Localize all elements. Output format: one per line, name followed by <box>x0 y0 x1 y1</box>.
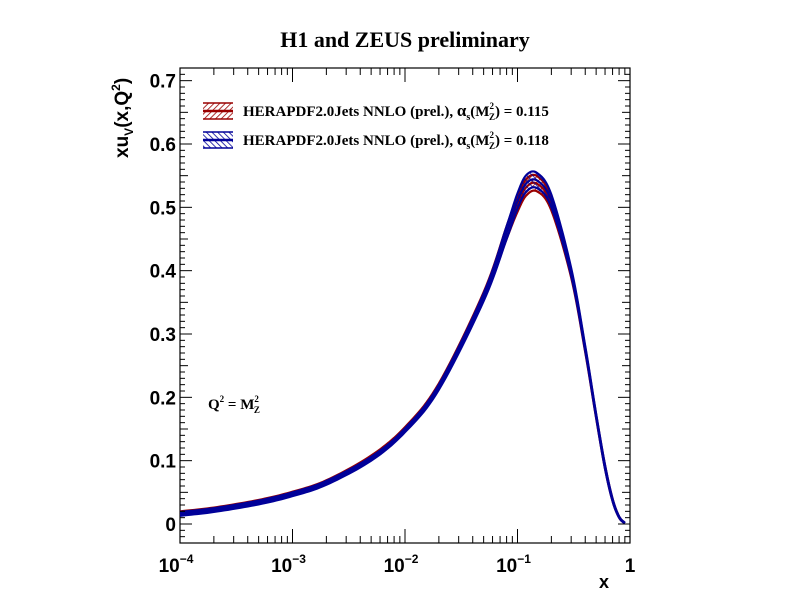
scale-annotation-q: Q <box>208 397 220 413</box>
legend: HERAPDF2.0Jets NNLO (prel.), αs(M2 Z) = 0… <box>203 101 549 152</box>
x-tick-label: 1 <box>625 556 636 577</box>
y-axis-label-end: ) <box>112 78 133 84</box>
chart-title: H1 and ZEUS preliminary <box>280 27 530 52</box>
y-tick-label: 0.5 <box>150 198 177 219</box>
scale-annotation-qsup: 2 <box>220 394 225 404</box>
x-tick-label-base: 1 <box>625 556 636 577</box>
x-tick-label-exp: −4 <box>180 552 194 566</box>
legend-label-0-msup: 2 <box>489 101 494 111</box>
legend-entry-0: HERAPDF2.0Jets NNLO (prel.), αs(M2 Z) = 0… <box>203 101 549 123</box>
y-axis-label-mid: (x,Q <box>112 91 133 128</box>
y-tick-label: 0.2 <box>150 388 176 409</box>
series-1 <box>179 170 626 525</box>
legend-entry-1: HERAPDF2.0Jets NNLO (prel.), αs(M2 Z) = 0… <box>203 130 549 152</box>
x-tick-label-base: 10 <box>159 556 180 577</box>
legend-label-0-rest: ) = 0.115 <box>495 104 549 120</box>
x-tick-label: 10−1 <box>496 552 531 577</box>
legend-label-1-msub: Z <box>489 141 495 151</box>
x-tick-label: 10−3 <box>271 552 306 577</box>
x-tick-label: 10−2 <box>384 552 419 577</box>
y-axis-label: xuV(x,Q2) <box>109 78 136 158</box>
x-tick-label-exp: −1 <box>517 552 531 566</box>
legend-label-1-alpha: α <box>457 130 467 149</box>
x-tick-label-base: 10 <box>496 556 517 577</box>
legend-label-1-alpha-sub: s <box>466 141 470 152</box>
x-tick-label-exp: −3 <box>292 552 306 566</box>
scale-annotation: Q2 = M2 Z <box>208 394 260 415</box>
legend-label-0-open: (M <box>470 104 489 120</box>
scale-annotation-msup: 2 <box>254 394 259 404</box>
scale-annotation-msub: Z <box>254 405 260 415</box>
x-tick-label-base: 10 <box>271 556 292 577</box>
y-tick-label: 0 <box>165 515 176 536</box>
series-1-central <box>179 178 626 524</box>
x-tick-label: 10−4 <box>159 552 194 577</box>
series-0-lower <box>179 189 626 525</box>
legend-label-1: HERAPDF2.0Jets NNLO (prel.), αs(M2 Z) = 0… <box>243 130 549 152</box>
y-tick-label: 0.3 <box>150 325 176 346</box>
x-tick-label-base: 10 <box>384 556 405 577</box>
legend-swatch-1 <box>203 131 233 149</box>
y-axis-label-sup: 2 <box>109 84 123 91</box>
y-tick-label: 0.7 <box>150 72 176 93</box>
scale-annotation-eq: = M <box>224 397 254 413</box>
x-axis-label: x <box>599 572 609 592</box>
series-layer <box>179 170 626 525</box>
series-1-lower <box>179 186 626 525</box>
y-tick-label: 0.1 <box>150 452 177 473</box>
tick-layer <box>179 67 631 544</box>
x-tick-label-exp: −2 <box>405 552 419 566</box>
legend-label-0-alpha-sub: s <box>466 112 470 123</box>
y-tick-labels: 0 0.1 0.2 0.3 0.4 0.5 0.6 0.7 <box>150 72 177 536</box>
legend-label-0-text: HERAPDF2.0Jets NNLO (prel.), <box>243 104 457 120</box>
legend-label-1-rest: ) = 0.118 <box>495 133 549 149</box>
y-axis-label-main: xu <box>112 136 133 158</box>
y-tick-label: 0.6 <box>150 135 176 156</box>
y-axis-label-sub: V <box>122 128 136 136</box>
legend-swatch-0 <box>203 102 233 120</box>
legend-label-0-alpha: α <box>457 101 467 120</box>
legend-label-0-msub: Z <box>489 112 495 122</box>
legend-label-1-msup: 2 <box>489 130 494 140</box>
legend-label-1-open: (M <box>470 133 489 149</box>
y-tick-label: 0.4 <box>150 262 177 283</box>
x-tick-labels: 10−4 10−3 10−2 10−1 1 <box>159 552 636 577</box>
legend-label-1-text: HERAPDF2.0Jets NNLO (prel.), <box>243 133 457 149</box>
legend-label-0: HERAPDF2.0Jets NNLO (prel.), αs(M2 Z) = 0… <box>243 101 549 123</box>
